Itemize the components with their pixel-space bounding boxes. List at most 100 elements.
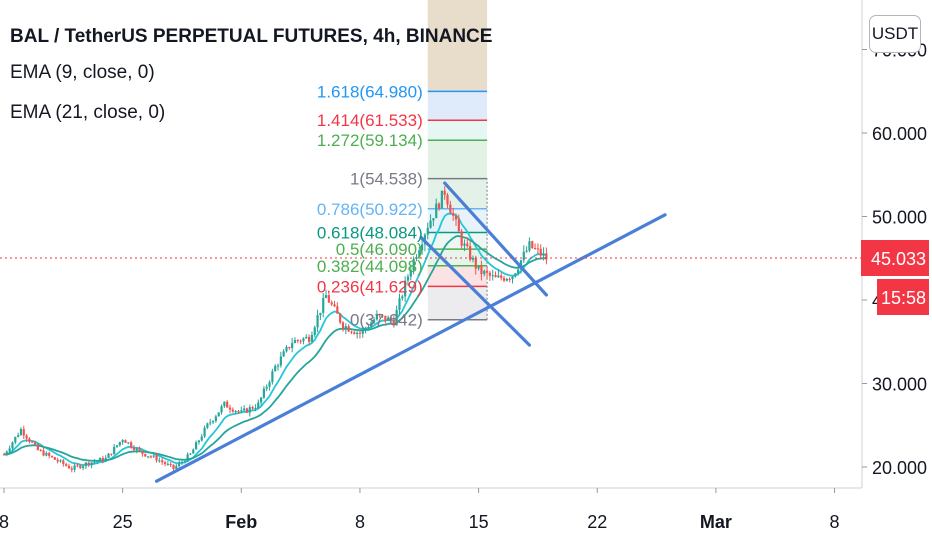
fib-band	[427, 286, 488, 320]
candle-body	[531, 241, 534, 249]
candle-body	[237, 410, 240, 412]
time-axis[interactable]: 8 25 Feb 8 15 22 Mar 8	[0, 487, 862, 532]
time-tick-label: 25	[113, 512, 133, 532]
candle-body	[497, 275, 500, 278]
candle-body	[245, 408, 249, 413]
candle-body	[545, 253, 548, 260]
candle-body	[494, 275, 497, 278]
candle-body	[381, 315, 384, 317]
candle-body	[45, 452, 48, 456]
candle-body	[200, 436, 203, 441]
candle-body	[324, 295, 328, 299]
trendline[interactable]	[154, 213, 667, 483]
candle-body	[339, 313, 342, 323]
fibonacci-labels: 1.618(64.980) 1.414(61.533)1.272(59.134) 1…	[317, 82, 423, 329]
candle-body	[276, 365, 280, 367]
candle-body	[477, 266, 480, 269]
candle-body	[90, 462, 93, 466]
candle-body	[395, 309, 398, 326]
candle-body	[251, 407, 254, 409]
candle-body	[412, 258, 415, 271]
candle-body	[62, 460, 65, 465]
candle-body	[209, 422, 212, 424]
candle-body	[389, 317, 393, 321]
candle-body	[192, 449, 195, 454]
candle-body	[305, 336, 308, 339]
indicator-ema-9[interactable]: EMA (9, close, 0)	[10, 62, 155, 83]
candle-body	[228, 407, 232, 410]
trendlines[interactable]	[154, 181, 667, 483]
candle-body	[308, 336, 311, 342]
candle-body	[384, 315, 387, 321]
candle-body	[539, 248, 542, 256]
fibonacci-retracement[interactable]	[427, 0, 488, 321]
candle-body	[282, 351, 285, 357]
candle-body	[421, 244, 424, 251]
candle-body	[82, 466, 85, 469]
candle-body	[11, 442, 14, 449]
candle-body	[296, 340, 299, 342]
chart-title: BAL / TetherUS PERPETUAL FUTURES, 4h, BI…	[10, 26, 493, 47]
candle-body	[406, 276, 410, 281]
candle-body	[370, 322, 373, 328]
candle-body	[195, 442, 198, 450]
candle-body	[132, 447, 136, 451]
candle-body	[19, 429, 23, 436]
candle-body	[70, 468, 73, 470]
candle-body	[211, 420, 215, 423]
candle-body	[398, 298, 401, 310]
candle-body	[293, 340, 297, 344]
candle-body	[485, 270, 489, 273]
candle-body	[172, 464, 175, 469]
candle-body	[299, 340, 302, 342]
candle-body	[488, 272, 491, 276]
countdown-box	[877, 279, 929, 315]
candle-body	[511, 276, 514, 280]
candle-body	[259, 397, 263, 403]
candle-body	[240, 410, 243, 412]
candle-body	[387, 317, 390, 321]
candle-body	[313, 327, 316, 335]
trendline[interactable]	[443, 181, 549, 297]
candle-body	[118, 442, 121, 446]
candle-body	[254, 408, 257, 410]
candle-body	[223, 401, 226, 407]
price-tag: 45.033 15:58	[861, 240, 929, 315]
candle-body	[197, 440, 201, 443]
candle-body	[330, 302, 333, 305]
candle-body	[25, 435, 28, 439]
candle-body	[466, 243, 469, 247]
candle-body	[152, 455, 155, 457]
indicator-ema-21[interactable]: EMA (21, close, 0)	[10, 102, 166, 123]
candle-body	[158, 460, 161, 462]
time-tick-label: 22	[587, 512, 607, 532]
candle-body	[59, 460, 62, 462]
candle-body	[404, 280, 407, 297]
candle-body	[56, 459, 59, 462]
candle-body	[333, 304, 336, 307]
candle-body	[5, 451, 8, 455]
candle-body	[274, 365, 277, 372]
currency-button[interactable]: USDT	[869, 15, 921, 53]
candle-body	[124, 440, 127, 443]
candle-body	[36, 444, 39, 451]
candle-body	[42, 450, 45, 456]
candle-body	[353, 332, 356, 335]
candle-body	[502, 278, 506, 281]
price-tick-label: 20.000	[872, 458, 927, 478]
candle-body	[243, 408, 246, 411]
candle-body	[336, 306, 339, 314]
candle-body	[73, 465, 76, 470]
candle-body	[98, 458, 102, 461]
candle-body	[534, 248, 537, 250]
candle-body	[22, 429, 25, 436]
countdown-value: 15:58	[881, 288, 926, 308]
price-tick-label: 60.000	[872, 124, 927, 144]
fib-band	[427, 265, 488, 287]
candle-body	[378, 314, 381, 316]
fib-level-label: 0.786(50.922)	[317, 200, 423, 219]
trendline[interactable]	[419, 235, 532, 347]
time-tick-label: 8	[830, 512, 840, 532]
time-tick-label: 8	[355, 512, 365, 532]
